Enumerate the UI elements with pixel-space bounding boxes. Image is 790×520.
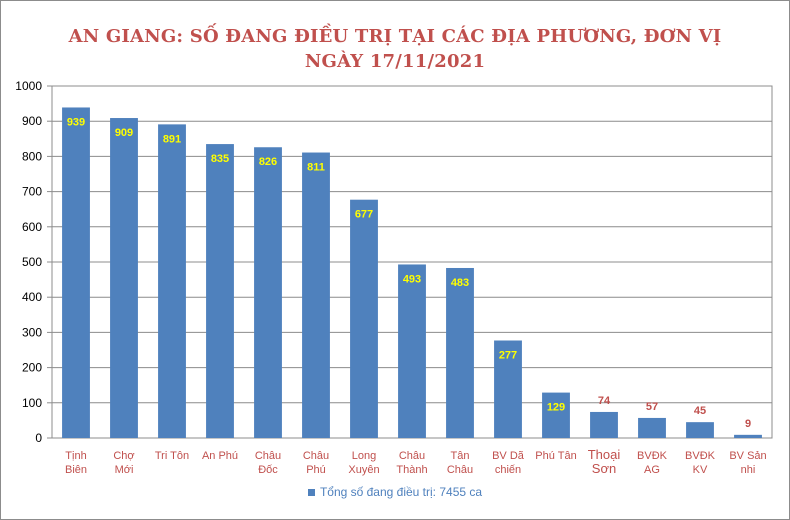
y-tick-label: 200: [22, 361, 42, 375]
legend-swatch: [307, 489, 315, 497]
y-tick-label: 600: [22, 220, 42, 234]
y-tick-label: 300: [22, 325, 42, 339]
bar: [398, 264, 426, 438]
bar: [542, 392, 570, 438]
x-tick-label: Chợ: [113, 450, 134, 462]
data-label: 493: [403, 273, 421, 285]
bar: [590, 411, 618, 438]
bar: [446, 267, 474, 438]
x-tick-label: BV Sản: [729, 450, 766, 462]
bar: [494, 340, 522, 438]
x-tick-label: Xuyên: [348, 464, 379, 476]
x-tick-label: BVĐK: [685, 450, 716, 462]
bar: [350, 199, 378, 438]
bar: [110, 118, 138, 439]
data-label: 129: [547, 402, 565, 414]
data-label: 57: [646, 401, 658, 413]
bar: [62, 107, 90, 439]
chart-title: AN GIANG: SỐ ĐANG ĐIỀU TRỊ TẠI CÁC ĐỊA P…: [68, 26, 722, 47]
x-tick-label: Đốc: [258, 464, 278, 476]
x-tick-label: Thành: [396, 464, 427, 476]
chart-subtitle-date: NGÀY 17/11/2021: [304, 51, 486, 72]
x-tick-label: Phú: [306, 464, 326, 476]
data-label: 483: [451, 277, 469, 289]
y-tick-label: 400: [22, 290, 42, 304]
bar: [734, 434, 762, 438]
data-label: 677: [355, 209, 373, 221]
bar: [206, 144, 234, 438]
x-tick-label: BV Dã: [492, 450, 525, 462]
data-label: 74: [598, 395, 611, 407]
data-label: 835: [211, 153, 229, 165]
x-tick-label: KV: [693, 464, 708, 476]
x-tick-label: An Phú: [202, 450, 238, 462]
y-tick-label: 0: [35, 431, 42, 445]
x-tick-label: chiến: [495, 464, 521, 476]
x-tick-label: Tân: [451, 450, 470, 462]
bar: [302, 152, 330, 438]
y-tick-label: 500: [22, 255, 42, 269]
x-tick-label: Long: [352, 450, 376, 462]
data-label: 277: [499, 349, 517, 361]
data-label: 939: [67, 116, 85, 128]
x-tick-label: Phú Tân: [535, 450, 576, 462]
x-tick-label: BVĐK: [637, 450, 668, 462]
data-label: 891: [163, 133, 181, 145]
bar: [158, 124, 186, 439]
data-label: 909: [115, 127, 133, 139]
bar: [254, 147, 282, 439]
x-tick-label: Tịnh: [65, 450, 86, 462]
data-label: 9: [745, 418, 751, 430]
x-tick-label: Tri Tôn: [155, 450, 189, 462]
y-tick-label: 800: [22, 149, 42, 163]
x-tick-label: Châu: [255, 450, 281, 462]
data-label: 45: [694, 405, 706, 417]
x-tick-label: Châu: [447, 464, 473, 476]
x-tick-label: Mới: [115, 464, 134, 476]
x-tick-label: Châu: [399, 450, 425, 462]
legend-label: Tổng số đang điều trị: 7455 ca: [319, 485, 483, 499]
y-tick-label: 100: [22, 396, 42, 410]
x-tick-label: Thoại: [588, 447, 621, 462]
data-label: 826: [259, 156, 277, 168]
y-tick-label: 700: [22, 185, 42, 199]
bar: [686, 422, 714, 438]
x-tick-label: AG: [644, 464, 660, 476]
bar: [638, 417, 666, 438]
data-label: 811: [307, 162, 325, 174]
x-tick-label: nhi: [741, 464, 756, 476]
x-tick-label: Sơn: [592, 461, 616, 476]
legend: Tổng số đang điều trị: 7455 ca: [0, 485, 790, 499]
y-tick-label: 1000: [15, 79, 42, 93]
y-tick-label: 900: [22, 114, 42, 128]
x-tick-label: Biên: [65, 464, 87, 476]
x-tick-label: Châu: [303, 450, 329, 462]
